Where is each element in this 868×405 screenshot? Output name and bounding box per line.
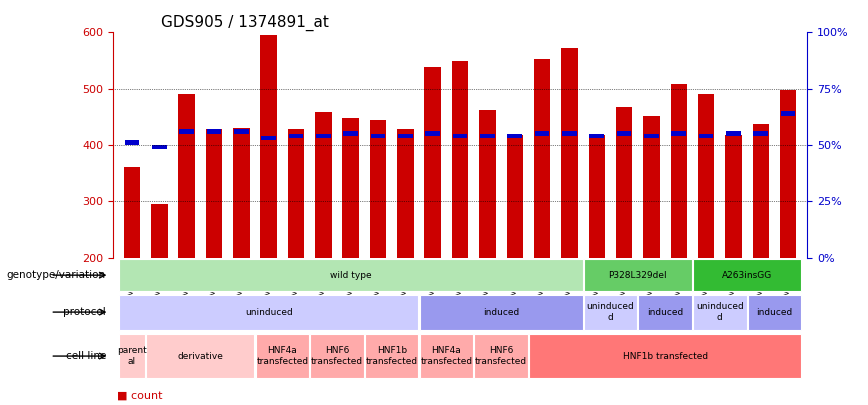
FancyBboxPatch shape: [310, 334, 364, 378]
FancyBboxPatch shape: [529, 334, 801, 378]
FancyBboxPatch shape: [474, 334, 528, 378]
Bar: [151, 204, 168, 258]
Bar: [452, 60, 468, 258]
Bar: [289, 134, 304, 138]
Text: genotype/variation: genotype/variation: [7, 270, 106, 280]
Bar: [207, 129, 221, 134]
Bar: [698, 94, 714, 258]
Bar: [344, 132, 358, 136]
Text: HNF4a
transfected: HNF4a transfected: [256, 346, 308, 366]
Text: P328L329del: P328L329del: [608, 271, 667, 280]
Bar: [179, 94, 194, 258]
Bar: [288, 129, 304, 258]
Text: HNF6
transfected: HNF6 transfected: [311, 346, 363, 366]
Text: ■ count: ■ count: [117, 391, 162, 401]
Text: HNF1b transfected: HNF1b transfected: [622, 352, 707, 360]
FancyBboxPatch shape: [119, 295, 418, 330]
Text: HNF4a
transfected: HNF4a transfected: [420, 346, 472, 366]
Bar: [206, 129, 222, 258]
Bar: [644, 134, 659, 138]
Bar: [589, 135, 605, 258]
Bar: [398, 129, 413, 258]
Text: HNF6
transfected: HNF6 transfected: [475, 346, 527, 366]
Bar: [726, 135, 741, 258]
Bar: [562, 132, 576, 136]
FancyBboxPatch shape: [119, 259, 582, 291]
Bar: [316, 134, 331, 138]
Text: induced: induced: [756, 307, 792, 317]
Bar: [425, 132, 440, 136]
Text: uninduced: uninduced: [245, 307, 293, 317]
Bar: [753, 124, 769, 258]
Bar: [371, 134, 385, 138]
Text: HNF1b
transfected: HNF1b transfected: [365, 346, 418, 366]
Bar: [315, 112, 332, 258]
FancyBboxPatch shape: [419, 295, 582, 330]
Bar: [616, 107, 632, 258]
Bar: [671, 84, 687, 258]
Bar: [261, 136, 276, 141]
Bar: [643, 116, 660, 258]
Text: induced: induced: [647, 307, 683, 317]
Text: induced: induced: [483, 307, 519, 317]
Bar: [152, 145, 167, 149]
Bar: [370, 119, 386, 258]
Text: parent
al: parent al: [117, 346, 147, 366]
Bar: [616, 132, 631, 136]
Text: wild type: wild type: [330, 271, 372, 280]
Bar: [343, 118, 358, 258]
Bar: [398, 134, 413, 138]
FancyBboxPatch shape: [419, 334, 473, 378]
Bar: [124, 168, 140, 258]
FancyBboxPatch shape: [365, 334, 418, 378]
Bar: [780, 90, 796, 258]
Bar: [507, 135, 523, 258]
Bar: [534, 59, 550, 258]
Bar: [671, 132, 686, 136]
Bar: [234, 129, 249, 134]
Bar: [452, 134, 468, 138]
Text: A263insGG: A263insGG: [722, 271, 773, 280]
FancyBboxPatch shape: [693, 295, 746, 330]
Bar: [424, 67, 441, 258]
Text: cell line: cell line: [65, 351, 106, 361]
FancyBboxPatch shape: [583, 295, 637, 330]
Bar: [562, 48, 577, 258]
Bar: [180, 129, 194, 134]
FancyBboxPatch shape: [747, 295, 801, 330]
Bar: [233, 128, 249, 258]
FancyBboxPatch shape: [255, 334, 309, 378]
Text: protocol: protocol: [63, 307, 106, 317]
Text: derivative: derivative: [177, 352, 223, 360]
Bar: [507, 134, 522, 138]
Bar: [699, 134, 713, 138]
Bar: [479, 109, 496, 258]
FancyBboxPatch shape: [693, 259, 801, 291]
FancyBboxPatch shape: [146, 334, 254, 378]
Bar: [125, 141, 140, 145]
Text: uninduced
d: uninduced d: [696, 303, 744, 322]
Bar: [753, 132, 768, 136]
Bar: [589, 134, 604, 138]
FancyBboxPatch shape: [119, 334, 145, 378]
Text: GDS905 / 1374891_at: GDS905 / 1374891_at: [161, 15, 329, 31]
FancyBboxPatch shape: [583, 259, 692, 291]
Bar: [260, 35, 277, 258]
FancyBboxPatch shape: [638, 295, 692, 330]
Bar: [480, 134, 495, 138]
Bar: [726, 132, 740, 136]
Text: uninduced
d: uninduced d: [587, 303, 635, 322]
Bar: [535, 132, 549, 136]
Bar: [780, 111, 795, 116]
